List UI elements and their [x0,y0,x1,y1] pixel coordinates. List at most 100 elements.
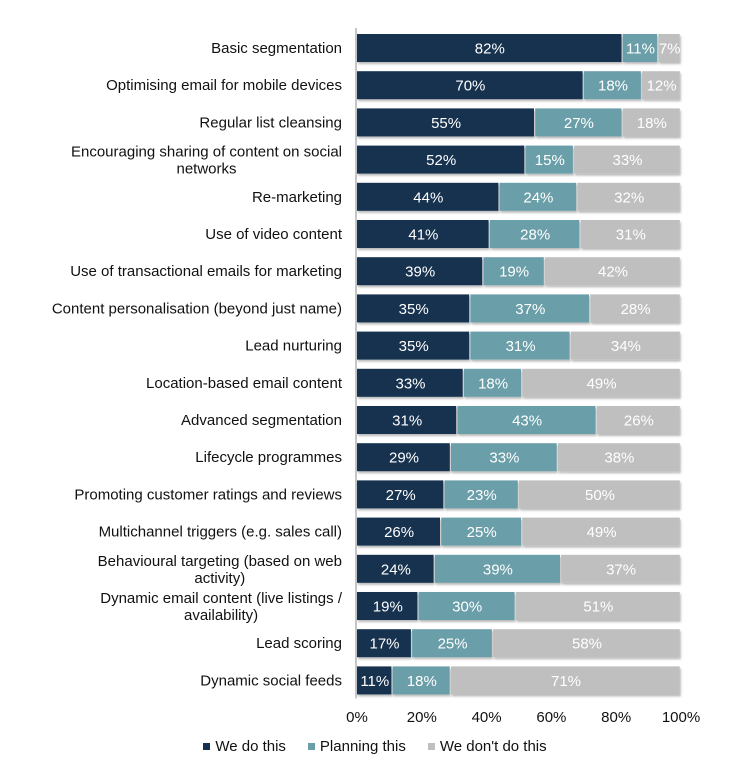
bar-row [357,108,680,137]
bar-segment-we-do-this [357,480,444,509]
bar-value-label: 49% [587,375,617,392]
bar-segment-we-don-t-do-this [451,666,680,695]
bar-segment-we-don-t-do-this [574,145,680,174]
bar-value-label: 44% [413,189,443,206]
legend: We do this Planning this We don't do this [0,738,750,755]
bar-row [357,294,680,323]
bar-value-label: 31% [506,338,536,355]
category-label: Use of transactional emails for marketin… [70,263,342,280]
svg-text:Multichannel triggers (e.g. sa: Multichannel triggers (e.g. sales call) [99,524,342,541]
bar-segment-we-do-this [357,294,470,323]
bar-value-label: 19% [499,264,529,281]
bar-value-label: 18% [407,673,437,690]
legend-swatch [427,743,435,750]
svg-text:Content personalisation (beyon: Content personalisation (beyond just nam… [52,300,342,317]
svg-text:Use of video content: Use of video content [205,226,343,243]
svg-text:Lifecycle programmes: Lifecycle programmes [195,449,342,466]
bar-segment-we-do-this [357,145,525,174]
bar-segment-we-do-this [357,666,392,695]
bar-segment-we-don-t-do-this [590,294,680,323]
bar-segment-we-do-this [357,554,434,583]
bar-value-label: 38% [604,450,634,467]
bar-segment-planning-this [392,666,450,695]
bar-value-label: 25% [438,636,468,653]
bar-value-label: 51% [583,599,613,616]
bar-segment-we-do-this [357,592,418,620]
svg-text:Regular list cleansing: Regular list cleansing [199,114,342,131]
bar-value-label: 82% [475,41,505,58]
bar-value-label: 11% [360,673,389,690]
bar-row [357,145,680,174]
bar-segment-we-don-t-do-this [642,71,680,100]
bar-row [357,220,680,248]
category-label: Encouraging sharing of content on social… [71,144,342,178]
bar-row [357,182,680,211]
bar-value-label: 28% [520,227,550,244]
bar-value-label: 55% [431,115,461,132]
bar-value-label: 12% [647,78,677,95]
bar-segment-planning-this [622,34,658,62]
bar-segment-planning-this [412,629,492,658]
bar-value-label: 18% [598,78,628,95]
bar-segment-planning-this [470,294,590,323]
bar-value-label: 34% [611,338,641,355]
legend-item: We do this [203,738,286,755]
bar-segment-planning-this [444,480,518,509]
bar-row [357,517,680,546]
bar-segment-we-don-t-do-this [493,629,680,658]
svg-text:Location-based email content: Location-based email content [146,375,343,392]
bar-value-label: 33% [612,152,642,169]
bar-value-label: 24% [523,189,553,206]
bar-segment-we-do-this [357,517,440,546]
bar-segment-we-don-t-do-this [577,182,680,211]
bar-value-label: 39% [405,264,435,281]
svg-text:Dynamic social feeds: Dynamic social feeds [200,672,342,689]
bar-segment-planning-this [489,220,580,248]
bar-segment-we-do-this [357,71,583,100]
x-tick-label: 80% [601,709,631,726]
category-label: Content personalisation (beyond just nam… [52,300,342,317]
category-label: Promoting customer ratings and reviews [74,486,342,503]
bar-value-label: 30% [452,599,482,616]
bar-value-label: 33% [489,450,519,467]
bar-row [357,554,680,583]
x-tick-label: 40% [472,709,502,726]
category-label: Lead scoring [256,635,342,652]
bar-segment-we-do-this [357,257,483,286]
svg-text:Advanced segmentation: Advanced segmentation [181,412,342,429]
legend-item: We don't do this [427,738,547,755]
svg-text:networks: networks [176,161,236,178]
bar-segment-planning-this [483,257,544,286]
category-label: Regular list cleansing [199,114,342,131]
bar-segment-we-don-t-do-this [570,331,680,360]
category-label: Behavioural targeting (based on webactiv… [98,553,342,587]
bar-value-label: 37% [606,561,636,578]
svg-text:Dynamic email content (live li: Dynamic email content (live listings / [100,590,343,607]
legend-label: Planning this [319,738,406,755]
bar-value-label: 11% [626,41,655,58]
category-label: Use of video content [205,226,343,243]
legend-swatch [203,743,211,750]
bar-row [357,406,680,434]
bar-row [357,34,680,62]
bar-segment-we-don-t-do-this [515,592,680,620]
bar-segment-we-do-this [357,182,499,211]
bar-value-label: 26% [624,413,654,430]
bar-segment-we-don-t-do-this [522,517,680,546]
bar-segment-we-do-this [357,406,457,434]
legend-item: Planning this [307,738,406,755]
bar-segment-planning-this [441,517,521,546]
bar-row [357,368,680,397]
bar-value-label: 70% [455,78,485,95]
bar-value-label: 29% [389,450,419,467]
category-label: Basic segmentation [211,40,342,57]
category-label: Lead nurturing [245,338,342,355]
legend-label: We do this [215,738,286,755]
bar-value-label: 39% [483,561,513,578]
bar-segment-we-do-this [357,108,534,137]
x-tick-label: 20% [407,709,437,726]
bar-value-label: 35% [399,301,429,318]
bar-row [357,666,680,695]
bar-row [357,257,680,286]
bar-value-label: 32% [614,189,644,206]
